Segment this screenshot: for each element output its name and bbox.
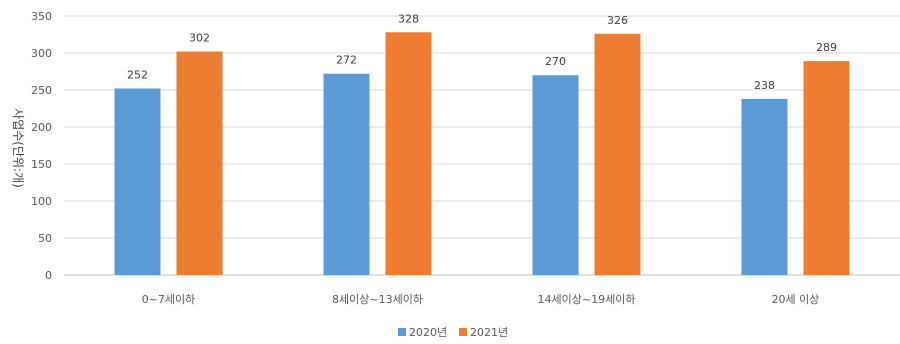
bar-series2 — [176, 51, 223, 275]
legend-swatch — [398, 328, 406, 336]
legend-swatch — [459, 328, 467, 336]
y-tick-label: 0 — [45, 269, 52, 282]
bar-series2 — [594, 33, 641, 276]
y-tick-label: 150 — [31, 158, 52, 171]
bar-series1 — [532, 75, 579, 275]
y-tick-label: 50 — [38, 232, 52, 245]
y-tick-label: 100 — [31, 195, 52, 208]
data-label: 302 — [189, 32, 210, 45]
y-tick-label: 200 — [31, 121, 52, 134]
data-label: 328 — [398, 12, 419, 25]
bar-series1 — [114, 88, 161, 276]
bar-series2 — [803, 61, 850, 275]
y-axis-label: 사업수(단위:개) — [11, 108, 25, 188]
data-label: 289 — [816, 41, 837, 54]
legend-label: 2020년 — [409, 326, 447, 339]
x-tick-label: 8세이상~13세이하 — [332, 292, 423, 306]
y-tick-label: 350 — [31, 10, 52, 23]
data-label: 326 — [607, 14, 628, 27]
data-label: 272 — [336, 54, 357, 67]
legend-label: 2021년 — [470, 326, 508, 339]
y-tick-label: 300 — [31, 47, 52, 60]
x-axis: 0~7세이하 8세이상~13세이하 14세이상~19세이하 20세 이상 — [142, 292, 820, 306]
x-tick-label: 20세 이상 — [772, 293, 820, 306]
y-axis: 0 50 100 150 200 250 300 350 — [31, 10, 52, 282]
bars: 252 302 272 328 270 326 238 289 — [114, 12, 850, 276]
x-tick-label: 0~7세이하 — [142, 292, 196, 306]
bar-series1 — [323, 73, 370, 275]
x-tick-label: 14세이상~19세이하 — [538, 292, 636, 306]
bar-series2 — [385, 32, 432, 275]
bar-series1 — [741, 98, 788, 275]
data-label: 252 — [127, 69, 148, 82]
legend: 2020년 2021년 — [398, 326, 508, 339]
data-label: 270 — [545, 55, 566, 68]
data-label: 238 — [754, 79, 775, 92]
y-tick-label: 250 — [31, 84, 52, 97]
